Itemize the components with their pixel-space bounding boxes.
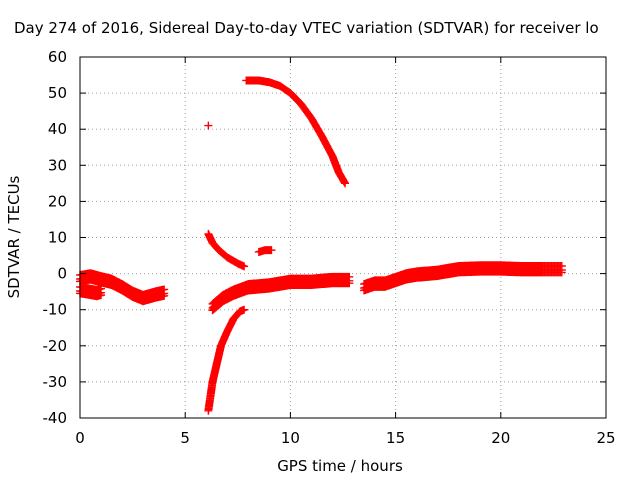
- series-markers: [208, 272, 354, 315]
- plot-frame: [79, 56, 607, 419]
- y-tick-label: 0: [57, 265, 67, 283]
- series-markers: [204, 229, 249, 271]
- data-series: [76, 76, 566, 415]
- y-tick-label: -30: [43, 373, 68, 391]
- y-axis-label: SDTVAR / TECUs: [5, 175, 23, 298]
- y-tick-label: 60: [48, 48, 67, 66]
- y-tick-label: 20: [48, 192, 67, 210]
- series-markers: [204, 121, 213, 130]
- y-tick-label: -10: [43, 301, 68, 319]
- chart-title: Day 274 of 2016, Sidereal Day-to-day VTE…: [14, 19, 599, 37]
- series-blip-6: [254, 246, 276, 256]
- series-rise-lower: [204, 305, 249, 415]
- series-markers: [242, 76, 350, 188]
- series-markers: [204, 305, 249, 415]
- series-late-band: [360, 261, 566, 295]
- y-tick-label: -20: [43, 337, 68, 355]
- x-tick-label: 20: [491, 429, 510, 447]
- x-tick-label: 25: [596, 429, 615, 447]
- series-mid-band: [208, 272, 354, 315]
- y-tick-label: 30: [48, 156, 67, 174]
- x-tick-label: 10: [281, 429, 300, 447]
- series-spike-41: [204, 121, 213, 130]
- y-tick-labels: -40 -30 -20 -10 0 10 20 30 40 50 60: [43, 48, 68, 427]
- x-axis-label: GPS time / hours: [277, 457, 403, 475]
- series-markers: [360, 261, 566, 295]
- series-markers: [254, 246, 276, 256]
- series-decay-upper: [204, 229, 249, 271]
- x-tick-label: 15: [386, 429, 405, 447]
- y-tick-label: 10: [48, 229, 67, 247]
- x-tick-labels: 0 5 10 15 20 25: [75, 429, 615, 447]
- x-tick-label: 0: [75, 429, 85, 447]
- y-tick-label: 40: [48, 120, 67, 138]
- x-tick-label: 5: [180, 429, 190, 447]
- y-tick-label: -40: [43, 409, 68, 427]
- grid-lines: [80, 57, 606, 418]
- y-tick-label: 50: [48, 84, 67, 102]
- series-arc-upper: [242, 76, 350, 188]
